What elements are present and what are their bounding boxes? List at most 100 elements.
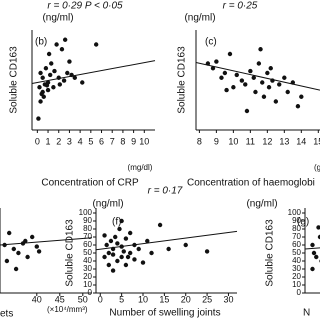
point [110, 252, 116, 257]
chart-title: r = 0·17 [148, 186, 183, 197]
point [140, 260, 146, 265]
point [106, 250, 112, 256]
point [72, 75, 77, 80]
y-tick-label: 20 [83, 272, 92, 281]
point [61, 78, 67, 83]
point [115, 241, 120, 246]
x-tick-label: 8 [120, 136, 125, 146]
x-tick-label: 0 [98, 294, 103, 304]
point [80, 80, 85, 85]
point [127, 230, 133, 236]
y-tick-label: 70 [292, 232, 301, 241]
point [115, 258, 120, 264]
x-tick-label: 50 [78, 294, 88, 304]
panel-label: (f) [112, 217, 121, 228]
y-tick-label: 10 [83, 280, 92, 289]
point [45, 87, 51, 93]
point [7, 230, 12, 236]
y-unit: (ng/ml) [184, 13, 215, 24]
y-tick-label: 40 [83, 256, 92, 265]
point [227, 51, 233, 57]
x-tick-label: 9 [214, 136, 219, 146]
point [317, 234, 320, 240]
regression-line [0, 237, 93, 246]
point [244, 108, 250, 114]
x-tick-label: 7 [110, 136, 115, 146]
point [108, 238, 114, 244]
x-axis-label: Concentration of CRP [41, 178, 139, 189]
point [119, 218, 124, 224]
x-axis-label: Number of swelling joints [109, 308, 220, 319]
point [117, 226, 122, 232]
point [67, 59, 72, 64]
y-tick-label: 0 [297, 288, 302, 297]
y-tick-label: 80 [83, 224, 92, 233]
point [11, 246, 16, 252]
y-axis-label: Soluble CD163 [65, 219, 76, 287]
point [123, 262, 129, 268]
point [123, 236, 129, 241]
x-tick-label: 8 [197, 136, 202, 146]
point [37, 85, 42, 90]
point [62, 37, 68, 42]
x-tick-label: 13 [279, 136, 289, 146]
point [57, 82, 63, 87]
point [231, 85, 236, 90]
regression-line [195, 62, 320, 91]
point [299, 94, 304, 99]
point [166, 246, 171, 252]
point [234, 72, 239, 78]
point [13, 266, 19, 272]
point [16, 250, 21, 256]
y-unit: (ng/ml) [92, 199, 123, 210]
x-tick-label: 2 [56, 136, 61, 146]
point [46, 51, 52, 57]
point [261, 94, 267, 99]
y-tick-label: 100 [79, 208, 93, 217]
y-tick-label: 100 [288, 208, 302, 217]
point [38, 99, 43, 104]
x-tick-label: 30 [223, 294, 233, 304]
x-tick-label: 6 [99, 136, 104, 146]
point [253, 89, 258, 95]
y-tick-label: 50 [83, 248, 92, 257]
point [119, 254, 124, 260]
x-tick-label: 10 [228, 136, 238, 146]
regression-line [31, 60, 156, 84]
point [132, 257, 137, 262]
chart-title: r = 0·29 P < 0·05 [47, 1, 123, 12]
x-tick-label: 20 [181, 294, 191, 304]
point [282, 75, 287, 80]
x-axis-label: N [303, 308, 310, 319]
point [102, 233, 107, 238]
point [224, 87, 229, 93]
point [125, 254, 131, 260]
point [316, 225, 320, 230]
y-unit: (ng/ml) [42, 13, 73, 24]
point [214, 59, 219, 64]
point [104, 242, 109, 248]
y-unit: (ng/ml) [246, 199, 277, 210]
point [258, 47, 263, 52]
y-tick-label: 60 [292, 240, 301, 249]
x-tick-label: 15 [159, 294, 169, 304]
x-tick-label: 12 [262, 136, 272, 146]
point [183, 242, 188, 248]
point [40, 75, 45, 80]
point [266, 85, 272, 90]
point [65, 70, 70, 76]
x-tick-label: 4 [78, 136, 83, 146]
point [110, 268, 116, 273]
x-tick-label: 45 [55, 294, 65, 304]
y-axis-label: Soluble CD163 [265, 219, 276, 287]
point [54, 42, 59, 47]
x-tick-label: 15 [313, 136, 320, 146]
point [49, 61, 54, 66]
x-tick-label: 10 [139, 136, 149, 146]
point [265, 70, 270, 76]
point [314, 254, 319, 260]
x-tick-label: 0 [35, 136, 40, 146]
point [295, 104, 301, 109]
x-unit: (mg/dl) [128, 163, 153, 172]
